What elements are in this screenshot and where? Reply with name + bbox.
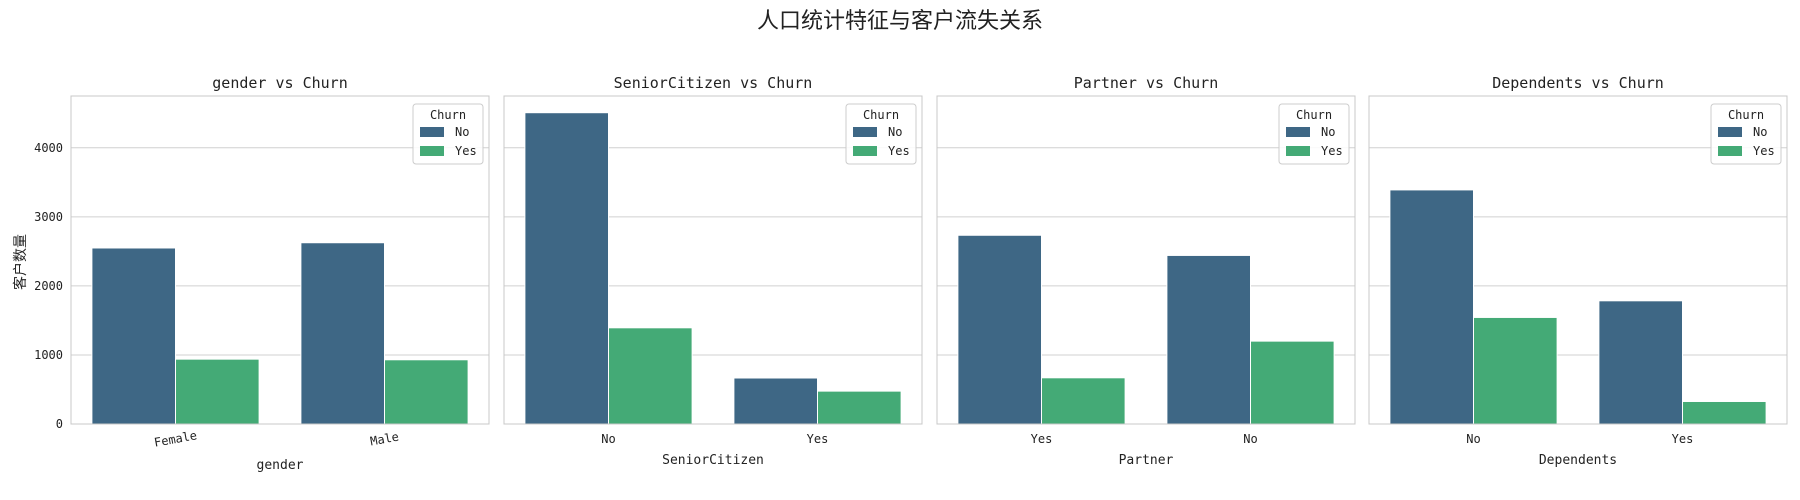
axes-frame — [70, 95, 490, 425]
legend-label-no: No — [1321, 125, 1335, 139]
axes-frame — [503, 95, 923, 425]
panels: Female Male 0 1000 2000 3000 4000 gender vs Chu… — [34, 74, 1788, 473]
bar-yes-no — [1250, 340, 1335, 425]
panel-title: SeniorCitizen vs Churn — [614, 74, 813, 92]
panel-4: No Yes Dependents vs Churn Dependents Churn N… — [1368, 74, 1788, 468]
panel-3: Yes No Partner vs Churn Partner Churn No Yes — [936, 74, 1356, 468]
x-axis-label: gender — [257, 458, 304, 473]
x-tick-label: Yes — [1031, 432, 1053, 446]
y-tick-label: 2000 — [34, 279, 63, 293]
bar-yes-no — [1473, 316, 1558, 425]
bar-yes-no — [608, 327, 693, 425]
legend-title: Churn — [1728, 108, 1764, 122]
x-tick-label: Yes — [1672, 432, 1694, 446]
x-axis-label: Partner — [1119, 453, 1174, 468]
axes-frame — [936, 95, 1356, 425]
x-tick-label: Yes — [807, 432, 829, 446]
legend-swatch-no — [853, 127, 877, 137]
legend-swatch-yes — [1286, 146, 1310, 156]
legend-label-yes: Yes — [1321, 144, 1343, 158]
x-tick-label: Male — [369, 430, 400, 449]
legend-label-no: No — [888, 125, 902, 139]
legend: Churn No Yes — [1278, 103, 1350, 165]
legend: Churn No Yes — [412, 103, 484, 165]
x-tick-label: No — [601, 432, 615, 446]
y-tick-label: 1000 — [34, 348, 63, 362]
legend-swatch-no — [1286, 127, 1310, 137]
legend-swatch-no — [1718, 127, 1742, 137]
bar-no-no — [524, 112, 610, 425]
bar-no-no — [1166, 254, 1252, 425]
legend: Churn No Yes — [1710, 103, 1782, 165]
bar-yes-yes — [1682, 400, 1767, 425]
bar-no-female — [91, 247, 176, 425]
y-axis-label: 客户数量 — [12, 234, 29, 290]
figure-suptitle: 人口统计特征与客户流失关系 — [757, 9, 1043, 34]
bar-yes-male — [384, 359, 469, 425]
bar-no-male — [300, 242, 385, 425]
bar-no-no — [1389, 189, 1475, 425]
y-tick-label: 0 — [56, 417, 63, 431]
bar-yes-female — [175, 358, 260, 425]
bar-no-yes — [1598, 300, 1684, 425]
legend-label-no: No — [455, 125, 469, 139]
y-tick-label: 4000 — [34, 141, 63, 155]
bar-no-yes — [733, 377, 819, 425]
x-axis-label: SeniorCitizen — [662, 453, 764, 468]
panel-1: Female Male 0 1000 2000 3000 4000 gender vs Chu… — [34, 74, 490, 473]
legend-swatch-no — [420, 127, 444, 137]
x-axis-label: Dependents — [1539, 453, 1617, 468]
bar-yes-yes — [817, 390, 902, 425]
x-tick-label: Female — [153, 428, 198, 449]
legend-swatch-yes — [420, 146, 444, 156]
panel-title: Partner vs Churn — [1074, 74, 1219, 92]
y-tick-label: 3000 — [34, 210, 63, 224]
bar-yes-yes — [1041, 377, 1126, 425]
axes-frame — [1368, 95, 1788, 425]
legend: Churn No Yes — [845, 103, 917, 165]
x-tick-label: No — [1466, 432, 1480, 446]
bar-no-yes — [957, 234, 1043, 425]
panel-title: gender vs Churn — [212, 74, 347, 92]
legend-label-yes: Yes — [455, 144, 477, 158]
legend-title: Churn — [1296, 108, 1332, 122]
legend-label-yes: Yes — [888, 144, 910, 158]
panel-2: No Yes SeniorCitizen vs Churn SeniorCitizen… — [503, 74, 923, 468]
legend-swatch-yes — [853, 146, 877, 156]
x-tick-label: No — [1243, 432, 1257, 446]
legend-swatch-yes — [1718, 146, 1742, 156]
panel-title: Dependents vs Churn — [1492, 74, 1664, 92]
legend-label-yes: Yes — [1753, 144, 1775, 158]
legend-title: Churn — [430, 108, 466, 122]
legend-title: Churn — [863, 108, 899, 122]
legend-label-no: No — [1753, 125, 1767, 139]
